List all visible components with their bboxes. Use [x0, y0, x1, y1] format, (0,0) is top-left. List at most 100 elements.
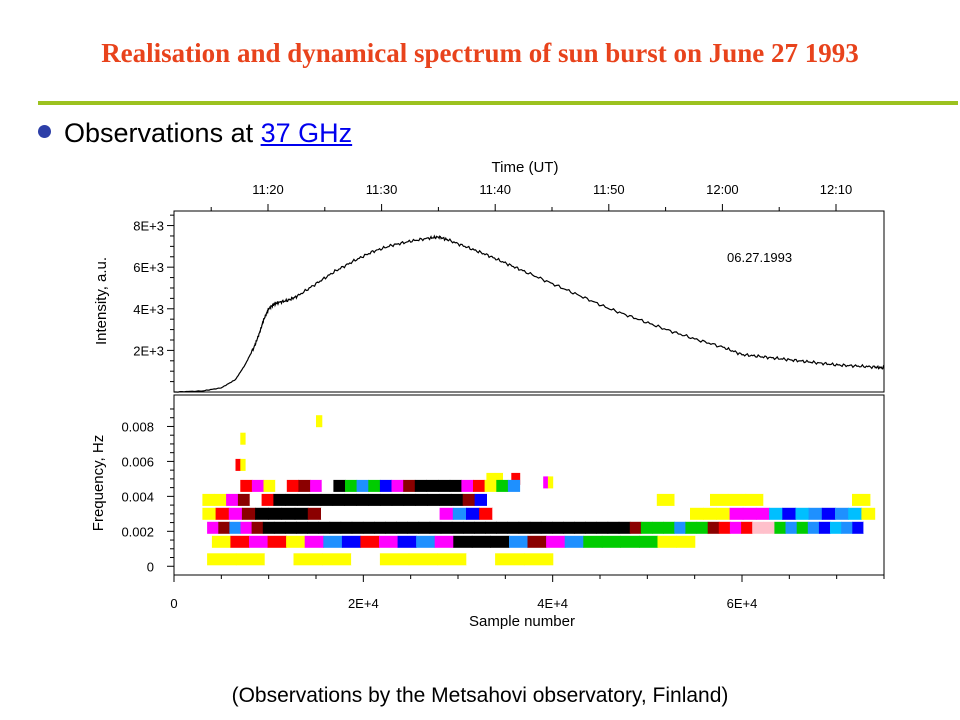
spectrum-cell	[374, 521, 386, 534]
spectrum-cell	[507, 479, 521, 492]
spectrum-cell	[674, 493, 693, 506]
spectrum-cell	[597, 507, 612, 520]
top-time-ticks: 11:20 11:30 11:40 11:50 12:00 12:10	[210, 182, 852, 211]
spectrum-cell	[263, 479, 276, 492]
spectrum-cell	[821, 507, 836, 520]
spectrum-cell	[852, 493, 871, 506]
spectrum-cell	[320, 493, 334, 506]
spectrum-y-ticks: 0 0.002 0.004 0.006 0.008	[121, 408, 174, 574]
x2-tick-label: 0	[170, 596, 177, 611]
spectrum-cell	[240, 521, 253, 534]
spectrum-cell	[351, 553, 381, 566]
spectrum-cell	[601, 535, 621, 548]
top-tick-label: 12:00	[706, 182, 739, 197]
spectrum-cell	[207, 521, 219, 534]
spectrum-cell	[729, 507, 744, 520]
spectrum-cell	[596, 521, 609, 534]
spectrum-cell	[264, 553, 295, 566]
spectrum-cell	[281, 507, 296, 520]
frequency-link[interactable]: 37 GHz	[260, 118, 353, 148]
spectrum-cell	[307, 521, 319, 534]
spectrum-cell	[379, 553, 410, 566]
spectrum-cell	[439, 507, 454, 520]
spectrum-cell	[618, 521, 631, 534]
spectrum-cell	[450, 493, 464, 506]
spectrum-cell	[485, 521, 497, 534]
spectrum-cell	[249, 493, 263, 506]
y2-tick-label: 0.002	[121, 524, 154, 539]
spectrum-cell	[268, 507, 283, 520]
spectrum-cell	[235, 458, 241, 471]
spectrum-cell	[286, 479, 299, 492]
spectrum-cell	[552, 521, 564, 534]
bullet-text: Observations at	[64, 118, 261, 148]
spectrum-cell	[214, 493, 227, 506]
spectrum-cell	[676, 507, 691, 520]
spectrum-cell	[202, 493, 215, 506]
spectrum-cell	[396, 521, 408, 534]
spectrum-cell	[584, 507, 599, 520]
x2-tick-label: 4E+4	[537, 596, 568, 611]
spectrum-cell	[474, 521, 486, 534]
spectrum-cell	[718, 521, 731, 534]
spectrum-cell	[403, 493, 416, 506]
x2-tick-label: 6E+4	[727, 596, 758, 611]
bullet-item: Observations at 37 GHz	[38, 118, 352, 158]
spectrum-cell	[741, 521, 753, 534]
spectrum-cell	[379, 479, 393, 492]
spectrum-cell	[285, 521, 297, 534]
intensity-y-label: Intensity, a.u.	[93, 257, 110, 345]
spectrum-cell	[785, 521, 798, 534]
spectrum-cell	[373, 507, 388, 520]
spectrum-cell	[742, 507, 757, 520]
spectrum-cell	[473, 479, 486, 492]
spectrum-cell	[546, 535, 566, 548]
spectrum-cell	[807, 521, 820, 534]
spectrum-cell	[563, 521, 575, 534]
spectrum-cell	[852, 521, 864, 534]
spectrum-cell	[413, 507, 428, 520]
spectrum-cell	[503, 472, 512, 485]
spectrum-cell	[240, 458, 246, 471]
spectrum-cell	[273, 521, 286, 534]
spectrum-cell	[745, 493, 764, 506]
spectrum-cell	[629, 521, 642, 534]
spectrum-cell	[418, 521, 431, 534]
spectrum-cell	[218, 521, 230, 534]
spectrum-cell	[235, 553, 266, 566]
spectrum-cell	[781, 493, 800, 506]
spectrum-cell	[494, 472, 504, 485]
spectrum-cell	[426, 479, 439, 492]
spectrum-cell	[696, 521, 709, 534]
y1-tick-label: 4E+3	[133, 302, 164, 317]
spectrum-cell	[267, 535, 287, 548]
spectrum-cell	[490, 535, 510, 548]
spectrum-x-label: Sample number	[469, 613, 575, 630]
spectrum-cell	[611, 507, 625, 520]
spectrum-cell	[391, 493, 405, 506]
spectrum-cell	[362, 521, 375, 534]
spectrum-cell	[307, 507, 322, 520]
spectrum-cell	[782, 507, 797, 520]
spectrum-cell	[835, 507, 849, 520]
spectrum-cell	[397, 535, 417, 548]
top-tick-label: 11:50	[593, 182, 625, 197]
spectrum-cell	[240, 479, 253, 492]
spectrum-cell	[386, 507, 401, 520]
spectrum-cell	[729, 521, 742, 534]
top-tick-label: 11:40	[479, 182, 511, 197]
top-tick-label: 11:30	[366, 182, 398, 197]
spectrum-cell	[285, 493, 298, 506]
spectrum-cell	[703, 507, 717, 520]
spectrum-cell	[293, 553, 323, 566]
spectrum-cell	[351, 521, 364, 534]
spectrum-cell	[774, 521, 787, 534]
spectrum-cell	[345, 479, 358, 492]
spectrum-cell	[408, 553, 439, 566]
spectrum-cell	[637, 507, 652, 520]
spectrum-plot-frame	[173, 394, 885, 576]
spectrum-cell	[763, 521, 775, 534]
spectrum-cell	[426, 507, 441, 520]
caption: (Observations by the Metsahovi observato…	[231, 684, 729, 707]
